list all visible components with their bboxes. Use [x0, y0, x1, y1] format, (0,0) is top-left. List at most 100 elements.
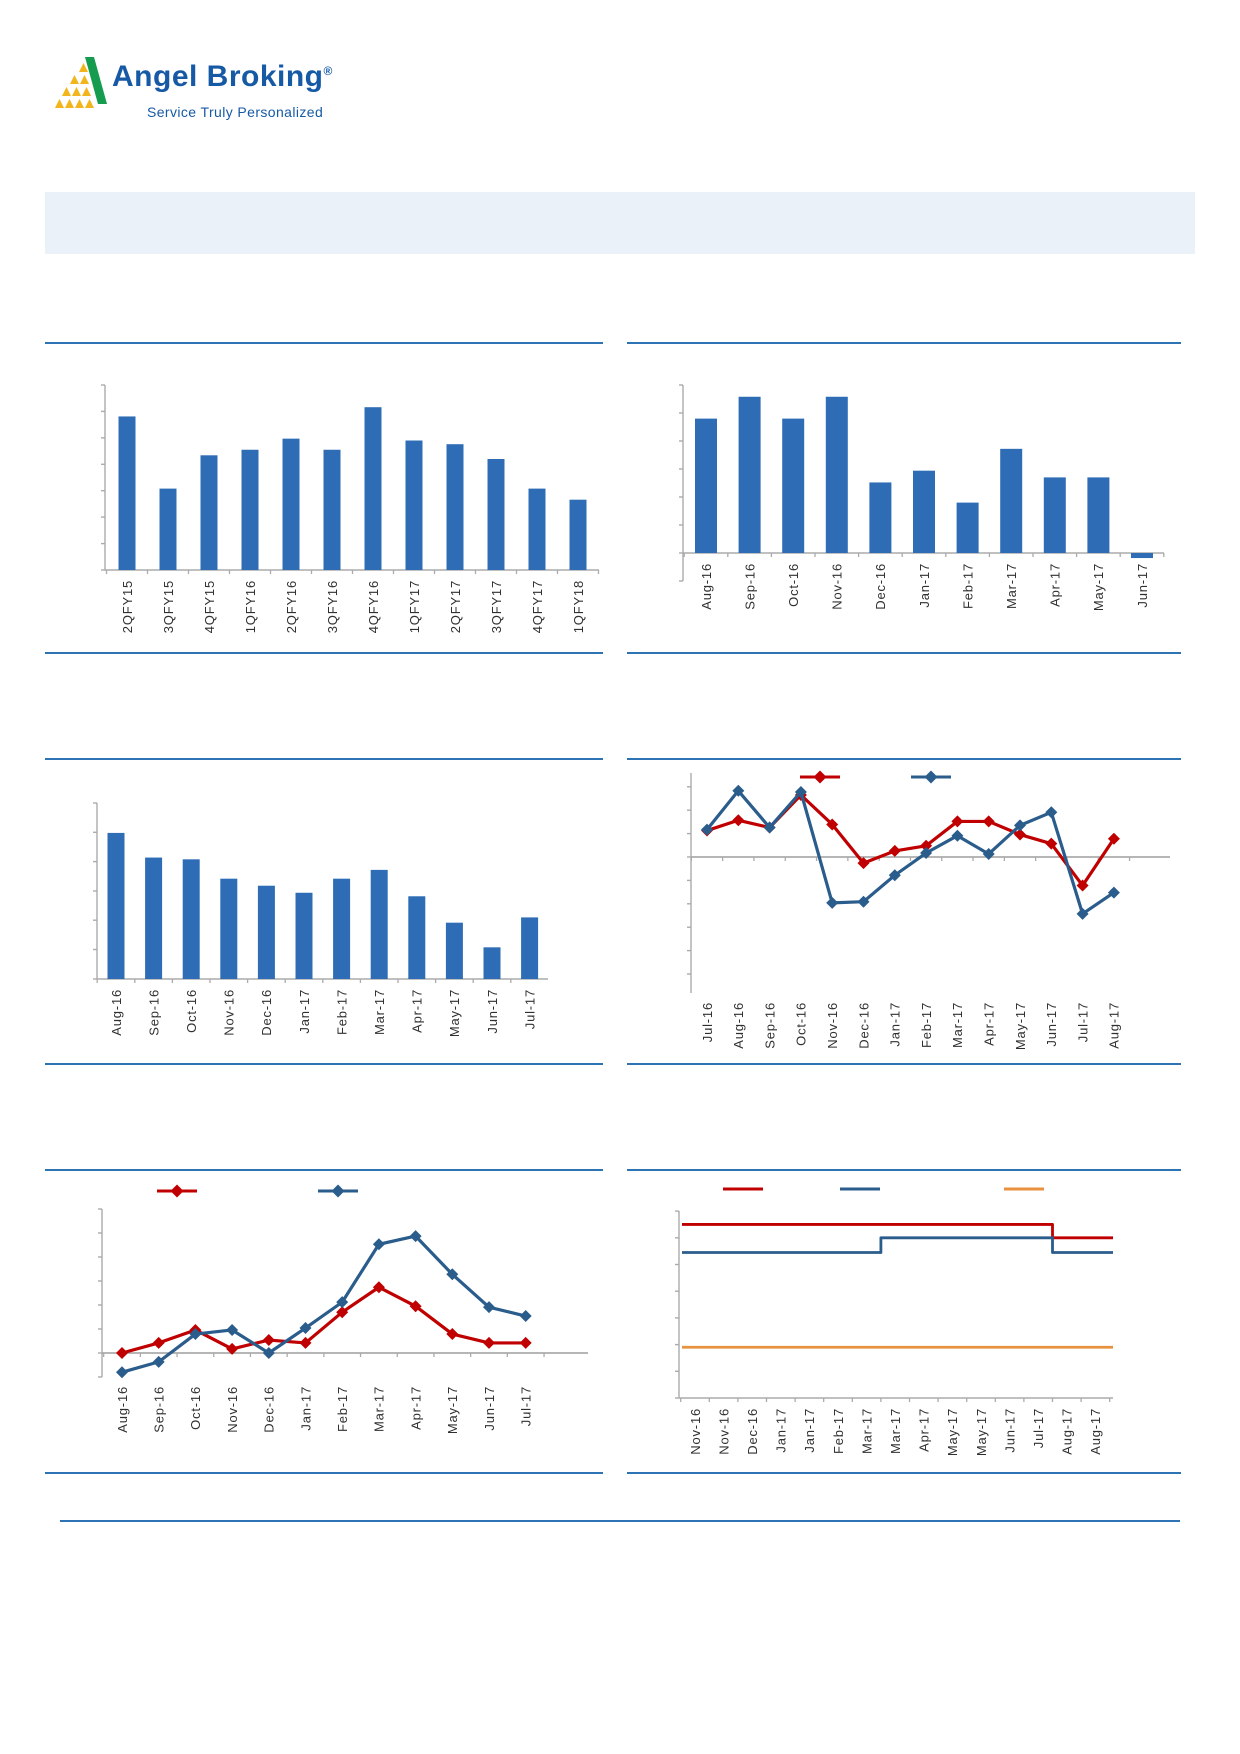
- footer-divider: [60, 1520, 1180, 1522]
- svg-text:4QFY15: 4QFY15: [202, 580, 217, 633]
- svg-text:Mar-17: Mar-17: [1004, 563, 1019, 609]
- svg-text:2QFY16: 2QFY16: [284, 580, 299, 633]
- chart-top-right: Aug-16 Sep-16 Oct-16 Nov-16 Dec-16 Jan-17 Feb-…: [655, 378, 1190, 650]
- svg-text:Oct-16: Oct-16: [184, 989, 199, 1033]
- svg-text:Sep-16: Sep-16: [742, 563, 757, 610]
- svg-text:Feb-17: Feb-17: [919, 1002, 934, 1048]
- svg-text:May-17: May-17: [445, 1386, 460, 1434]
- divider: [45, 758, 603, 760]
- svg-text:May-17: May-17: [1091, 563, 1106, 611]
- svg-text:May-17: May-17: [1013, 1002, 1028, 1050]
- svg-text:1QFY16: 1QFY16: [243, 580, 258, 633]
- svg-text:Mar-17: Mar-17: [372, 1386, 387, 1432]
- svg-text:Jan-17: Jan-17: [917, 563, 932, 608]
- svg-text:Sep-16: Sep-16: [146, 989, 161, 1036]
- svg-text:Feb-17: Feb-17: [334, 989, 349, 1035]
- svg-text:Aug-16: Aug-16: [115, 1386, 130, 1433]
- svg-text:Aug-16: Aug-16: [699, 563, 714, 610]
- svg-text:Dec-16: Dec-16: [259, 989, 274, 1036]
- svg-text:Oct-16: Oct-16: [794, 1002, 809, 1046]
- divider: [45, 1063, 603, 1065]
- brand-tagline: Service Truly Personalized: [147, 104, 324, 120]
- svg-text:Mar-17: Mar-17: [859, 1408, 874, 1454]
- svg-text:Jul-17: Jul-17: [1031, 1408, 1046, 1448]
- svg-text:Jul-17: Jul-17: [519, 1386, 534, 1426]
- svg-text:Nov-16: Nov-16: [222, 989, 237, 1036]
- svg-text:Jan-17: Jan-17: [774, 1408, 789, 1453]
- svg-text:Dec-16: Dec-16: [873, 563, 888, 610]
- svg-text:Mar-17: Mar-17: [372, 989, 387, 1035]
- svg-text:Sep-16: Sep-16: [152, 1386, 167, 1433]
- divider: [45, 342, 603, 344]
- registered-mark: ®: [323, 64, 333, 78]
- angel-broking-logo-icon: [55, 57, 107, 108]
- svg-text:Nov-16: Nov-16: [830, 563, 845, 610]
- svg-text:4QFY17: 4QFY17: [530, 580, 545, 633]
- svg-text:Apr-17: Apr-17: [408, 1386, 423, 1430]
- svg-text:4QFY16: 4QFY16: [366, 580, 381, 633]
- svg-text:Apr-17: Apr-17: [1048, 563, 1063, 607]
- svg-text:Nov-16: Nov-16: [825, 1002, 840, 1049]
- svg-text:Oct-16: Oct-16: [188, 1386, 203, 1430]
- svg-text:2QFY15: 2QFY15: [120, 580, 135, 633]
- svg-text:Oct-16: Oct-16: [786, 563, 801, 607]
- title-banner: [45, 192, 1195, 254]
- divider: [45, 652, 603, 654]
- svg-text:Nov-16: Nov-16: [688, 1408, 703, 1455]
- svg-text:May-17: May-17: [945, 1408, 960, 1456]
- svg-text:Feb-17: Feb-17: [960, 563, 975, 609]
- svg-text:Feb-17: Feb-17: [335, 1386, 350, 1432]
- svg-text:3QFY16: 3QFY16: [325, 580, 340, 633]
- svg-text:Aug-17: Aug-17: [1107, 1002, 1122, 1049]
- svg-text:3QFY15: 3QFY15: [161, 580, 176, 633]
- svg-text:Sep-16: Sep-16: [762, 1002, 777, 1049]
- svg-text:Aug-17: Aug-17: [1060, 1408, 1075, 1455]
- svg-text:Jul-17: Jul-17: [1075, 1002, 1090, 1042]
- svg-text:Aug-17: Aug-17: [1088, 1408, 1103, 1455]
- divider: [627, 1169, 1181, 1171]
- svg-text:Jan-17: Jan-17: [888, 1002, 903, 1047]
- brand-name: Angel Broking®: [112, 60, 333, 93]
- svg-text:Nov-16: Nov-16: [716, 1408, 731, 1455]
- svg-text:Jun-17: Jun-17: [1044, 1002, 1059, 1047]
- svg-text:Dec-16: Dec-16: [262, 1386, 277, 1433]
- svg-text:Jul-17: Jul-17: [522, 989, 537, 1029]
- svg-text:1QFY17: 1QFY17: [407, 580, 422, 633]
- chart-bottom-left: Aug-16 Sep-16 Oct-16 Nov-16 Dec-16 Jan-17 Feb-…: [83, 1178, 608, 1478]
- svg-text:2QFY17: 2QFY17: [448, 580, 463, 633]
- svg-text:Jun-17: Jun-17: [482, 1386, 497, 1431]
- svg-text:Nov-16: Nov-16: [225, 1386, 240, 1433]
- chart-middle-right: Jul-16 Aug-16 Sep-16 Oct-16 Nov-16 Dec-16 Jan-…: [655, 766, 1190, 1066]
- divider: [627, 652, 1181, 654]
- svg-text:Mar-17: Mar-17: [950, 1002, 965, 1048]
- svg-text:Apr-17: Apr-17: [917, 1408, 932, 1452]
- svg-text:Jan-17: Jan-17: [802, 1408, 817, 1453]
- svg-text:Jan-17: Jan-17: [297, 989, 312, 1034]
- svg-text:3QFY17: 3QFY17: [489, 580, 504, 633]
- chart-middle-left: Aug-16 Sep-16 Oct-16 Nov-16 Dec-16 Jan-17 Feb-…: [80, 796, 605, 1068]
- svg-text:Dec-16: Dec-16: [856, 1002, 871, 1049]
- divider: [45, 1472, 603, 1474]
- svg-text:May-17: May-17: [974, 1408, 989, 1456]
- svg-text:Jan-17: Jan-17: [298, 1386, 313, 1431]
- svg-text:Jun-17: Jun-17: [1002, 1408, 1017, 1453]
- svg-text:Apr-17: Apr-17: [982, 1002, 997, 1046]
- svg-text:Mar-17: Mar-17: [888, 1408, 903, 1454]
- chart-bottom-right: Nov-16 Nov-16 Dec-16 Jan-17 Jan-17 Feb-17 Mar-…: [655, 1178, 1190, 1480]
- svg-text:Jun-17: Jun-17: [485, 989, 500, 1034]
- chart-top-left: 2QFY15 3QFY15 4QFY15 1QFY16 2QFY16 3QFY16 4QFY…: [88, 378, 603, 650]
- divider: [45, 1169, 603, 1171]
- svg-text:Feb-17: Feb-17: [831, 1408, 846, 1454]
- svg-text:Aug-16: Aug-16: [109, 989, 124, 1036]
- brand-logo: Angel Broking® Service Truly Personalize…: [55, 52, 375, 142]
- svg-text:May-17: May-17: [447, 989, 462, 1037]
- divider: [627, 1472, 1181, 1474]
- svg-text:Jun-17: Jun-17: [1135, 563, 1150, 608]
- divider: [627, 342, 1181, 344]
- divider: [627, 1063, 1181, 1065]
- svg-text:Aug-16: Aug-16: [731, 1002, 746, 1049]
- svg-text:1QFY18: 1QFY18: [571, 580, 586, 633]
- svg-text:Apr-17: Apr-17: [410, 989, 425, 1033]
- divider: [627, 758, 1181, 760]
